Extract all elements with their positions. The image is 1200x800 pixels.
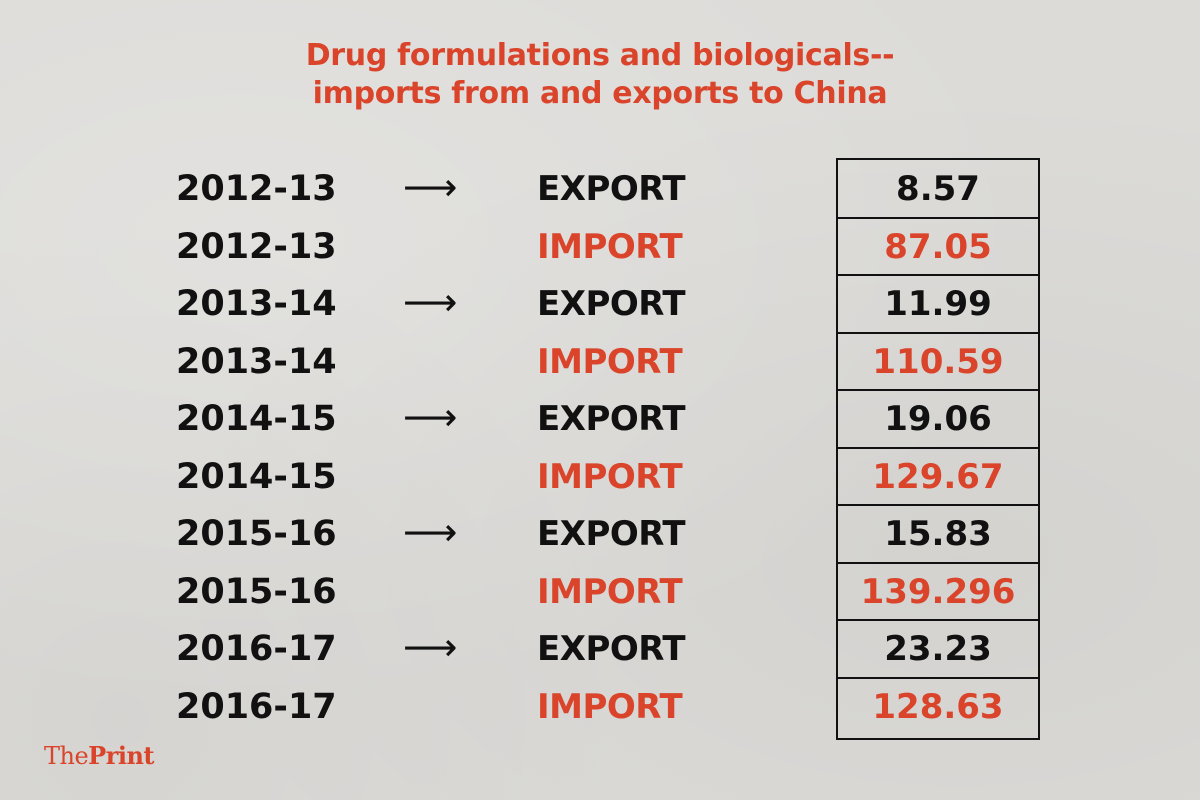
value-cell-export: 15.83 xyxy=(884,514,992,554)
table-divider xyxy=(838,331,1038,334)
value-cell-export: 23.23 xyxy=(884,629,992,669)
table-divider xyxy=(838,619,1038,622)
row-flow-import: IMPORT xyxy=(537,456,683,497)
row-year: 2014-15 xyxy=(176,399,337,439)
value-cell-export: 8.57 xyxy=(896,169,980,209)
value-cell-import: 87.05 xyxy=(884,226,992,267)
brand-logo-print: Print xyxy=(88,741,155,770)
chart-title-line-2: imports from and exports to China xyxy=(312,76,888,111)
row-flow-export: EXPORT xyxy=(537,514,686,554)
row-year: 2016-17 xyxy=(176,629,337,669)
row-year: 2015-16 xyxy=(176,571,337,612)
right-arrow-icon: ⟶ xyxy=(403,510,458,554)
value-cell-import: 110.59 xyxy=(872,341,1004,382)
right-arrow-icon: ⟶ xyxy=(403,165,458,209)
row-flow-import: IMPORT xyxy=(537,226,683,267)
row-year: 2012-13 xyxy=(176,226,337,267)
table-divider xyxy=(838,504,1038,507)
chart-title-line-1: Drug formulations and biologicals-- xyxy=(305,38,895,73)
row-year: 2014-15 xyxy=(176,456,337,497)
row-flow-export: EXPORT xyxy=(537,399,686,439)
row-year: 2015-16 xyxy=(176,514,337,554)
row-year: 2012-13 xyxy=(176,169,337,209)
value-cell-import: 139.296 xyxy=(860,571,1016,612)
row-flow-export: EXPORT xyxy=(537,629,686,669)
table-divider xyxy=(838,389,1038,392)
value-cell-export: 19.06 xyxy=(884,399,992,439)
row-flow-export: EXPORT xyxy=(537,284,686,324)
right-arrow-icon: ⟶ xyxy=(403,395,458,439)
value-cell-export: 11.99 xyxy=(884,284,992,324)
value-cell-import: 128.63 xyxy=(872,686,1004,727)
right-arrow-icon: ⟶ xyxy=(403,625,458,669)
brand-logo: ThePrint xyxy=(44,741,155,771)
row-year: 2013-14 xyxy=(176,341,337,382)
value-cell-import: 129.67 xyxy=(872,456,1004,497)
table-divider xyxy=(838,216,1038,219)
right-arrow-icon: ⟶ xyxy=(403,280,458,324)
row-flow-export: EXPORT xyxy=(537,169,686,209)
table-divider xyxy=(838,274,1038,277)
table-divider xyxy=(838,561,1038,564)
row-flow-import: IMPORT xyxy=(537,686,683,727)
row-year: 2016-17 xyxy=(176,686,337,727)
row-year: 2013-14 xyxy=(176,284,337,324)
table-divider xyxy=(838,446,1038,449)
value-table: 8.57 87.05 11.99 110.59 19.06 129.67 15.83 139.… xyxy=(836,158,1040,740)
table-divider xyxy=(838,676,1038,679)
row-flow-import: IMPORT xyxy=(537,571,683,612)
brand-logo-the: The xyxy=(44,742,89,770)
row-flow-import: IMPORT xyxy=(537,341,683,382)
